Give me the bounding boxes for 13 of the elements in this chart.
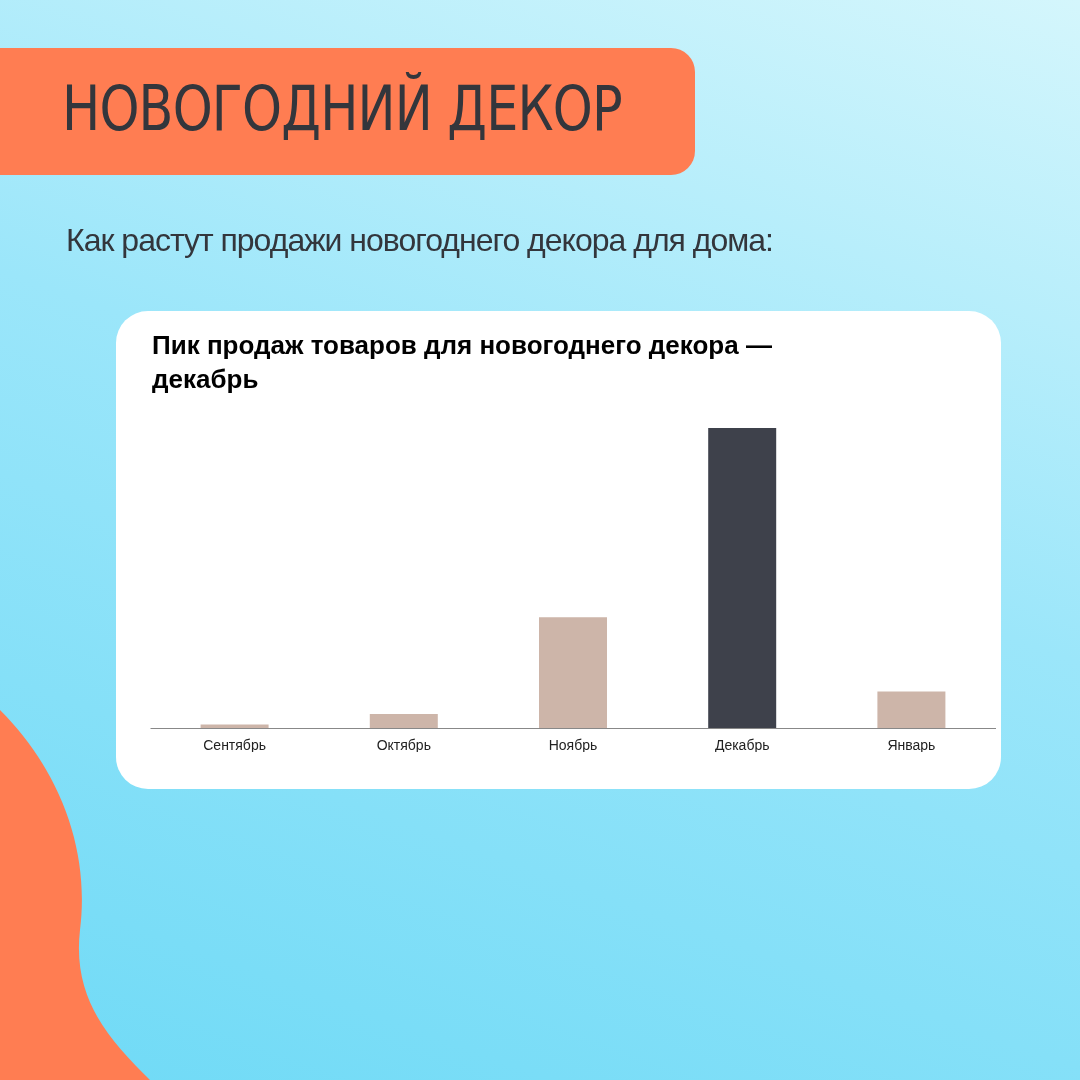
bar — [369, 713, 438, 728]
x-tick-label: Декабрь — [714, 736, 770, 753]
bar — [708, 428, 777, 728]
bar — [200, 724, 269, 728]
chart-title: НОВОГОДНИЙ ДЕКОР — [62, 72, 622, 145]
x-tick-label: Ноябрь — [548, 736, 598, 753]
x-tick-label: Январь — [887, 736, 936, 753]
bar — [539, 617, 607, 728]
x-tick-label: Сентябрь — [203, 736, 266, 753]
bar — [877, 691, 946, 728]
x-tick-label: Октябрь — [376, 736, 431, 753]
text: Пик продаж товаров для новогоднего декора — декабрь — [152, 329, 773, 396]
chart-subtitle: Как растут продажи новогоднего декора для дома: — [66, 222, 773, 259]
